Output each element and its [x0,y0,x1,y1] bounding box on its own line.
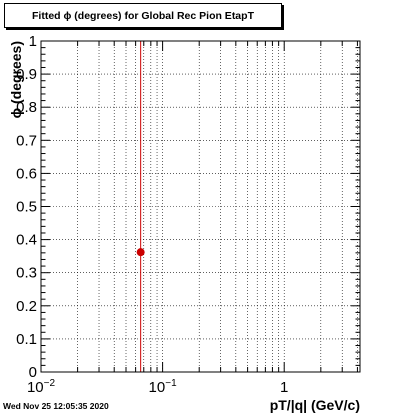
y-tick-label: 0.6 [16,165,37,182]
y-tick-label: 0.9 [16,66,37,83]
y-tick-label: 0.8 [16,99,37,116]
x-tick-label: 10−2 [27,378,56,396]
y-tick-label: 0.3 [16,265,37,282]
y-tick-label: 0 [29,364,37,381]
timestamp: Wed Nov 25 12:05:35 2020 [3,401,109,411]
x-axis-label: pT/|q| (GeV/c) [270,397,360,413]
y-tick-label: 0.5 [16,199,37,216]
x-tick-label: 1 [280,379,288,396]
y-tick-label: 0.4 [16,232,37,249]
data-point [136,248,145,257]
chart-title-box: Fitted ϕ (degrees) for Global Rec Pion E… [4,3,282,28]
y-tick-label: 0.2 [16,298,37,315]
y-tick-label: 0.1 [16,331,37,348]
y-tick-label: 1 [29,33,37,50]
y-tick-label: 0.7 [16,132,37,149]
y-axis-label: ϕ (degrees) [8,41,24,118]
x-tick-label: 10−1 [149,378,178,396]
chart-title: Fitted ϕ (degrees) for Global Rec Pion E… [32,9,254,22]
